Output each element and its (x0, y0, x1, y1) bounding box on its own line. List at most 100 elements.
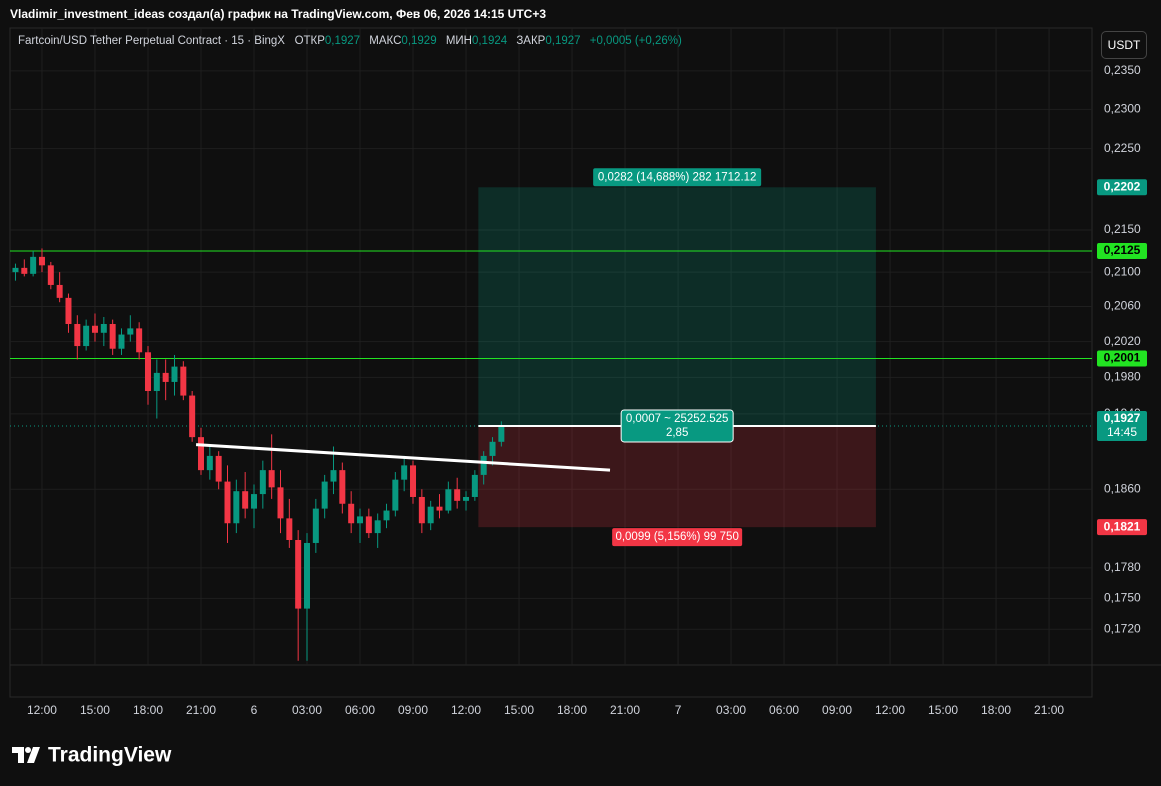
price-badge-label: 0,1927 (1104, 411, 1141, 425)
candle-body (471, 474, 478, 497)
x-tick-label: 7 (675, 703, 682, 717)
candle-body (304, 542, 311, 609)
entry-label: 0,0007 ~ 25252.525 (626, 413, 729, 425)
ohlc-label: ЗАКР (516, 35, 546, 47)
candle-body (277, 487, 284, 519)
candle-body (330, 470, 337, 482)
candle-body (65, 297, 72, 324)
candle-body (47, 265, 54, 285)
stop-label-box (612, 528, 743, 547)
x-tick-label: 09:00 (398, 703, 428, 717)
candle-body (215, 455, 222, 482)
candle-body (30, 256, 37, 274)
author-line: Vladimir_investment_ideas создал(а) граф… (10, 7, 547, 21)
y-tick-label: 0,2100 (1104, 264, 1141, 278)
candle-body (374, 520, 381, 534)
legend: Fartcoin/USD Tether Perpetual Contract ·… (18, 35, 688, 47)
logo-shape (27, 747, 40, 763)
price-badge-label: 0,2202 (1104, 179, 1141, 193)
candle-body (189, 395, 196, 438)
logo-shape (12, 747, 24, 763)
candle-body (295, 540, 302, 609)
price-badge (1097, 410, 1147, 441)
currency-button[interactable]: USDT (1101, 31, 1147, 59)
price-badge-label: 0,2001 (1104, 351, 1141, 365)
candle-body (321, 481, 328, 509)
brand-logo (12, 747, 40, 763)
candle-body (91, 325, 98, 333)
price-badge (1097, 242, 1147, 259)
candle-body (427, 506, 434, 524)
candle-body (383, 510, 390, 521)
x-tick-label: 21:00 (1034, 703, 1064, 717)
candle-body (445, 489, 452, 511)
symbol: Fartcoin/USD Tether Perpetual Contract ·… (18, 35, 285, 47)
candle-body (357, 516, 364, 524)
candle-body (339, 470, 346, 504)
candle-body (144, 352, 151, 392)
candle-body (250, 494, 257, 509)
y-tick-label: 0,1860 (1104, 481, 1141, 495)
brand: TradingView (48, 744, 172, 767)
x-tick-label: 6 (251, 703, 258, 717)
ohlc-value: 0,1927 (324, 35, 361, 47)
candle-body (454, 489, 461, 501)
y-tick-label: 0,2060 (1104, 299, 1141, 313)
chart-pane (9, 27, 1093, 698)
x-tick-label: 12:00 (27, 703, 57, 717)
candle-body (392, 479, 399, 511)
candle-body (242, 491, 249, 509)
candle-body (206, 455, 213, 471)
candle-body (21, 267, 28, 274)
candle-body (259, 470, 266, 495)
y-tick-label: 0,2020 (1104, 334, 1141, 348)
y-tick-label: 0,1780 (1104, 560, 1141, 574)
ohlc-label: ОТКР (294, 35, 325, 47)
candle-body (38, 256, 45, 266)
x-tick-label: 03:00 (716, 703, 746, 717)
candle-body (100, 323, 107, 333)
candle-body (410, 465, 417, 497)
candle-body (224, 481, 231, 524)
candle-body (109, 323, 116, 349)
candle-body (233, 491, 240, 524)
candle-body (436, 506, 443, 511)
candle-body (127, 328, 134, 335)
candle-body (312, 508, 319, 543)
x-tick-label: 18:00 (981, 703, 1011, 717)
ohlc-label: МИН (445, 35, 472, 47)
candle-body (12, 267, 19, 273)
entry-label-box (620, 409, 734, 443)
x-tick-label: 15:00 (504, 703, 534, 717)
y-tick-label: 0,1980 (1104, 370, 1141, 384)
price-badge (1097, 179, 1147, 196)
candle-body (401, 465, 408, 480)
logo-shape (25, 747, 31, 753)
candle-body (489, 441, 496, 456)
plot (10, 28, 1092, 665)
candle-body (286, 518, 293, 541)
candle-body (162, 372, 169, 382)
candle-body (56, 284, 63, 298)
candle-body (365, 516, 372, 534)
ohlc-value: 0,1924 (471, 35, 508, 47)
x-tick-label: 09:00 (822, 703, 852, 717)
price-badge (1097, 350, 1147, 367)
candle-body (74, 323, 81, 347)
y-tick-label: 0,2350 (1104, 63, 1141, 77)
ohlc-value: 0,1927 (545, 35, 581, 47)
candle-body (268, 470, 275, 488)
y-tick-label: 0,1750 (1104, 591, 1141, 605)
loss-zone (478, 425, 876, 528)
x-tick-label: 03:00 (292, 703, 322, 717)
candle-body (83, 325, 90, 347)
candle-body (498, 425, 505, 442)
x-tick-label: 12:00 (451, 703, 481, 717)
candle-body (136, 328, 143, 353)
target-label-box (593, 168, 762, 187)
candle-body (197, 437, 204, 471)
candle-body (480, 455, 487, 475)
stop-label: 0,0099 (5,156%) 99 750 (615, 531, 738, 543)
candle-body (348, 503, 355, 524)
